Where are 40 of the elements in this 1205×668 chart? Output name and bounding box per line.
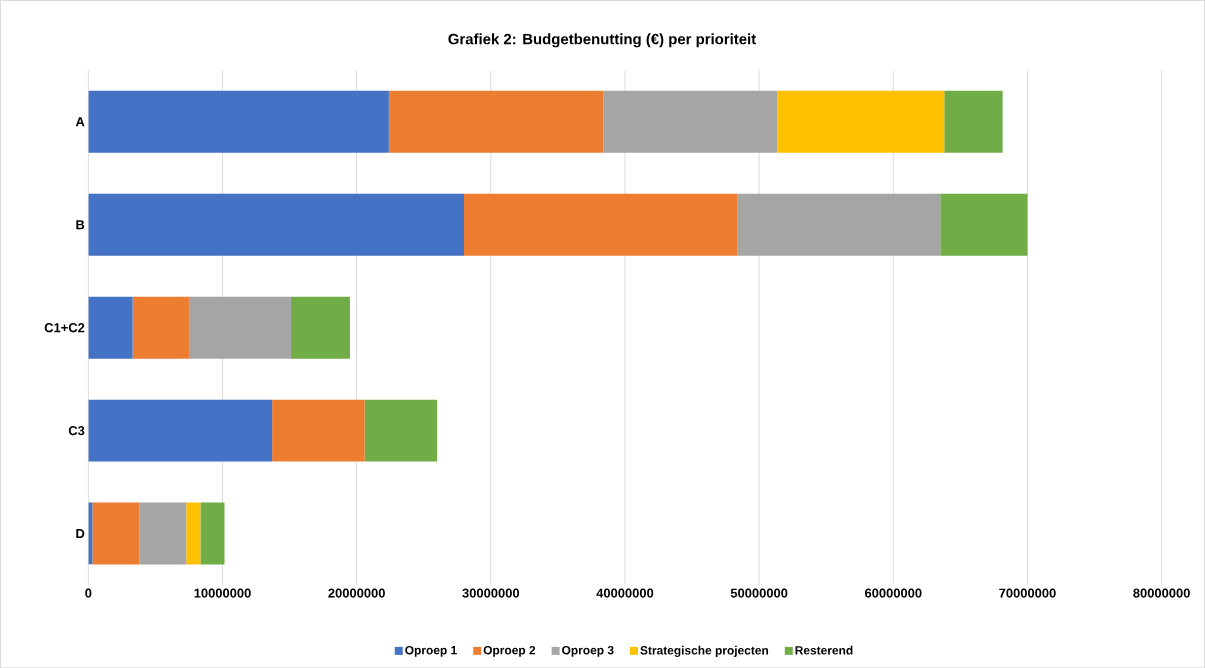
y-tick-label: C3 [68,425,85,436]
legend-label: Resterend [795,645,853,655]
bar [463,193,738,256]
bar [92,502,140,565]
legend-label: Oproep 3 [562,645,614,657]
y-tick-label: A [75,117,85,127]
x-tick-label: 20000000 [328,588,385,598]
bar [186,502,201,565]
chart-title: Grafiek 2: Budgetbenutting (€) per prioriteit [448,33,757,48]
bar [88,90,389,153]
legend-label: Strategische projecten [640,645,769,657]
bar [272,399,365,462]
bar [200,502,225,565]
y-tick-label: C1+C2 [44,322,85,333]
x-tick-label: 50000000 [730,588,788,598]
x-tick-label: 80000000 [1133,588,1190,598]
bar [388,90,604,153]
x-tick-label: 10000000 [194,588,251,598]
y-tick-label: B [76,220,85,230]
x-tick-label: 40000000 [596,588,654,598]
bar [737,193,941,256]
x-tick-label: 60000000 [864,588,922,598]
bar [88,296,133,359]
bar [944,90,1003,153]
legend-label: Oproep 1 [405,645,457,657]
bar [139,502,187,565]
x-tick-label: 0 [85,588,92,598]
bar [132,296,189,359]
bar [940,193,1028,256]
bar [290,296,350,359]
bar [364,399,438,462]
x-tick-label: 70000000 [999,588,1056,598]
bar [188,296,291,359]
legend-label: Oproep 2 [483,645,536,657]
x-tick-label: 30000000 [462,588,520,598]
y-tick-label: D [76,528,85,538]
bar [88,399,273,462]
bar [88,193,464,256]
bar [603,90,778,153]
bar [777,90,945,153]
